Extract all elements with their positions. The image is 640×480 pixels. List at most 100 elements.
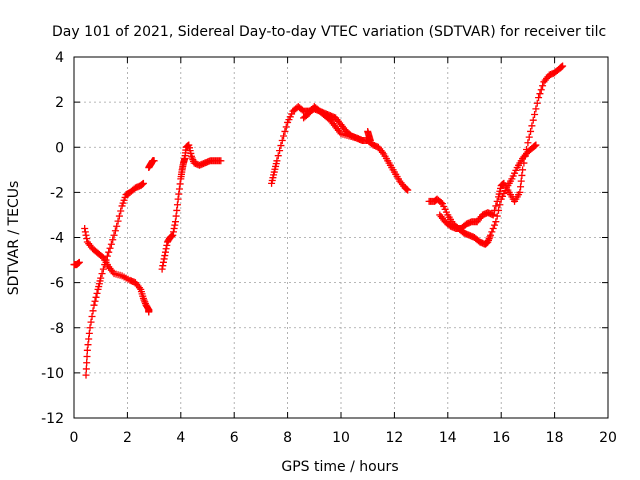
data-point	[107, 240, 115, 248]
data-point	[169, 228, 177, 236]
y-axis-label: SDTVAR / TECUs	[6, 181, 22, 296]
data-point	[159, 258, 167, 266]
data-point	[162, 245, 170, 253]
x-tick-label: 10	[332, 430, 350, 446]
data-point	[90, 301, 98, 309]
data-point	[115, 212, 123, 220]
data-point	[161, 248, 169, 256]
data-point	[532, 105, 540, 113]
data-point	[517, 177, 525, 185]
data-point	[172, 212, 180, 220]
data-point	[535, 94, 543, 102]
data-point	[86, 324, 94, 332]
data-point	[217, 157, 225, 165]
data-point	[91, 297, 99, 305]
series-arc-8	[300, 103, 412, 194]
data-point	[102, 256, 110, 264]
data-point	[532, 141, 540, 149]
x-tick-label: 12	[385, 430, 403, 446]
data-point	[75, 258, 83, 266]
data-point	[175, 190, 183, 198]
grid	[74, 57, 608, 418]
data-point	[83, 353, 91, 361]
x-axis-label: GPS time / hours	[281, 459, 398, 475]
data-point	[97, 274, 105, 282]
data-point	[518, 171, 526, 179]
data-point	[539, 82, 547, 90]
data-points	[70, 62, 567, 379]
data-point	[276, 147, 284, 155]
x-tick-label: 2	[123, 430, 132, 446]
data-point	[488, 228, 496, 236]
data-point	[529, 116, 537, 124]
y-tick-label: 4	[55, 50, 64, 66]
data-point	[150, 157, 158, 165]
data-point	[531, 111, 539, 119]
data-point	[117, 207, 125, 215]
data-point	[524, 139, 532, 147]
data-point	[493, 212, 501, 220]
y-tick-label: -6	[50, 276, 64, 292]
data-point	[176, 180, 184, 188]
data-point	[492, 202, 500, 210]
data-point	[366, 136, 374, 144]
series-arc-5	[158, 155, 189, 273]
data-point	[487, 231, 495, 239]
data-point	[274, 152, 282, 160]
data-point	[84, 341, 92, 349]
data-point	[169, 231, 177, 239]
x-tick-label: 0	[70, 430, 79, 446]
data-point	[93, 289, 101, 297]
data-point	[109, 236, 117, 244]
data-point	[81, 228, 89, 236]
data-point	[110, 231, 118, 239]
data-point	[523, 146, 531, 154]
data-point	[160, 255, 168, 263]
data-point	[111, 227, 119, 235]
data-point	[519, 166, 527, 174]
data-point	[491, 221, 499, 229]
data-point	[492, 218, 500, 226]
y-tick-label: -8	[50, 321, 64, 337]
x-tick-label: 18	[546, 430, 564, 446]
series-arc-4	[145, 157, 158, 172]
data-point	[175, 185, 183, 193]
data-point	[92, 293, 100, 301]
data-point	[404, 186, 412, 194]
data-point	[82, 365, 90, 373]
data-point	[88, 312, 96, 320]
data-point	[536, 90, 544, 98]
data-point	[145, 308, 153, 316]
data-point	[101, 261, 109, 269]
data-point	[489, 224, 497, 232]
y-tick-label: 0	[55, 140, 64, 156]
data-point	[99, 265, 107, 273]
data-point	[493, 197, 501, 205]
data-point	[89, 307, 97, 315]
data-point	[82, 231, 90, 239]
data-point	[81, 224, 89, 232]
y-tick-label: 2	[55, 95, 64, 111]
x-tick-label: 14	[439, 430, 457, 446]
series-arc-1	[70, 258, 83, 269]
data-point	[85, 335, 93, 343]
series-arc-10	[425, 141, 540, 248]
data-point	[114, 217, 122, 225]
x-tick-label: 8	[283, 430, 292, 446]
data-point	[163, 241, 171, 249]
x-tick-label: 4	[176, 430, 185, 446]
data-point	[158, 265, 166, 273]
data-point	[520, 159, 528, 167]
series-arc-7	[268, 103, 366, 187]
data-point	[105, 248, 113, 256]
series-arc-11	[436, 62, 567, 232]
data-point	[525, 133, 533, 141]
data-point	[113, 222, 121, 230]
data-point	[106, 244, 114, 252]
data-point	[139, 179, 147, 187]
data-point	[517, 183, 525, 191]
data-point	[159, 262, 167, 270]
y-axis: 4 2 0 -2 -4 -6 -8 -10 -12	[41, 50, 608, 427]
data-point	[161, 252, 169, 260]
